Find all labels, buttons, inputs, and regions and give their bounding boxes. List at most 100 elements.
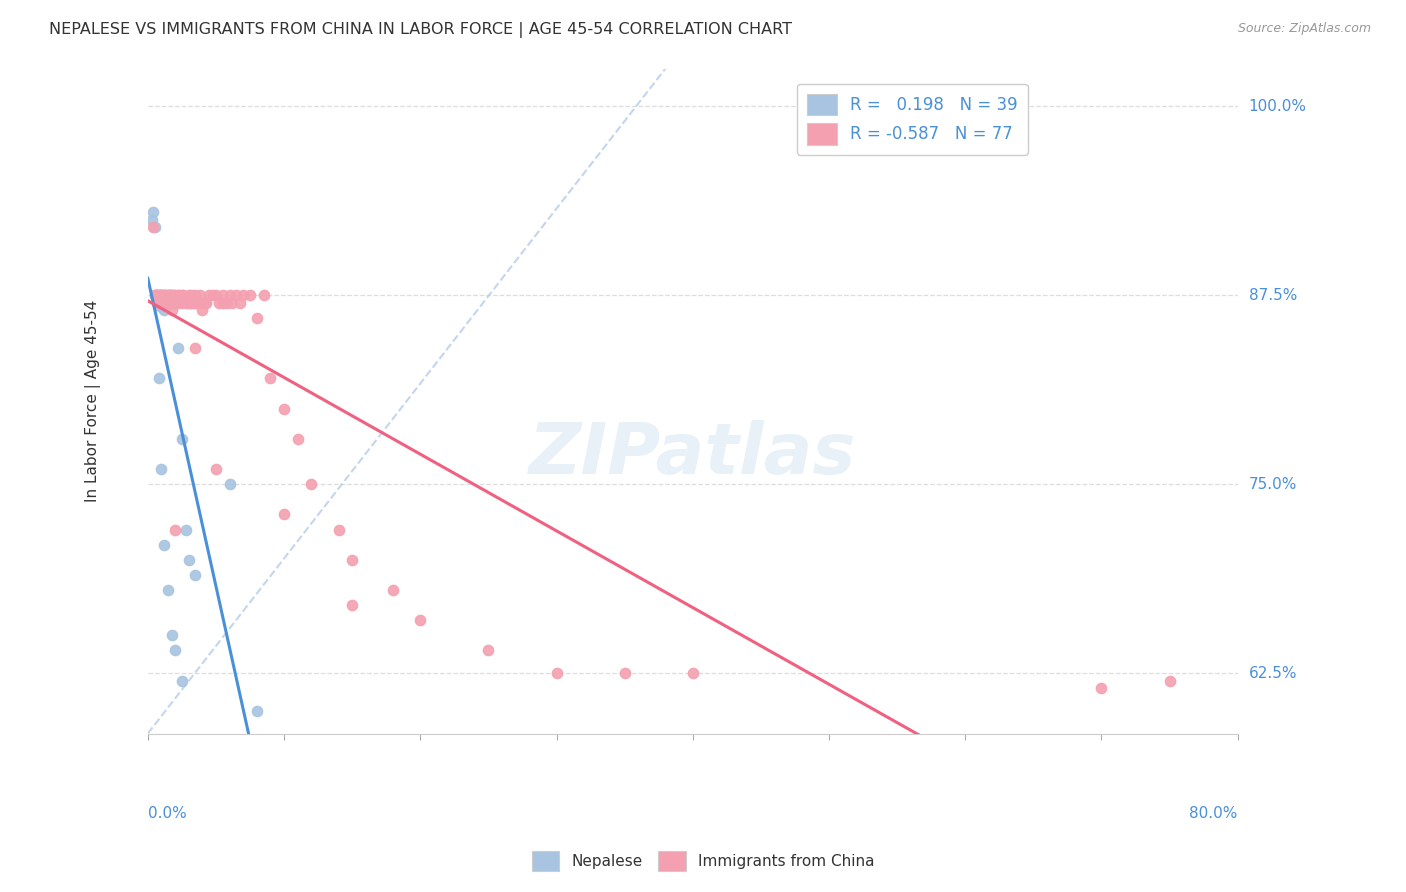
Point [163,288,186,302]
Point [170,295,193,310]
Point [205,462,228,476]
Point [232,288,254,302]
Point [287,432,309,446]
Point [184,295,207,310]
Point [148,288,170,302]
Point [148,371,170,385]
Point [218,477,240,491]
Point [259,371,281,385]
Point [148,293,170,307]
Point [186,295,208,310]
Point [211,295,233,310]
Point [1159,673,1181,688]
Point [184,567,207,582]
Point [142,205,165,219]
Point [146,288,169,302]
Point [225,288,247,302]
Point [170,432,193,446]
Point [153,288,176,302]
Point [221,295,243,310]
Point [198,288,221,302]
Point [166,341,188,355]
Legend: Nepalese, Immigrants from China: Nepalese, Immigrants from China [526,846,880,877]
Point [149,288,172,302]
Point [152,291,174,305]
Point [162,628,184,642]
Point [157,582,180,597]
Point [163,643,186,657]
Point [229,295,252,310]
Point [152,291,174,305]
Point [150,295,173,310]
Text: 100.0%: 100.0% [1249,99,1306,114]
Point [157,288,180,302]
Point [1090,681,1112,696]
Point [184,341,207,355]
Point [141,212,163,227]
Point [149,288,172,302]
Point [340,598,363,612]
Point [143,288,166,302]
Point [156,295,179,310]
Point [167,288,190,302]
Point [145,288,167,302]
Point [142,220,165,235]
Text: In Labor Force | Age 45-54: In Labor Force | Age 45-54 [86,300,101,502]
Point [166,295,188,310]
Point [163,288,186,302]
Legend: R =   0.198   N = 39, R = -0.587   N = 77: R = 0.198 N = 39, R = -0.587 N = 77 [797,84,1028,154]
Point [156,295,179,310]
Point [239,288,262,302]
Text: 87.5%: 87.5% [1249,288,1296,302]
Point [194,295,217,310]
Point [150,295,173,310]
Point [207,295,229,310]
Point [160,288,183,302]
Point [174,295,197,310]
Point [181,295,204,310]
Point [477,643,499,657]
Point [166,288,188,302]
Point [382,582,405,597]
Point [153,303,176,318]
Point [211,288,233,302]
Text: 62.5%: 62.5% [1249,665,1298,681]
Point [246,310,269,325]
Point [177,553,200,567]
Point [146,288,169,302]
Point [150,462,173,476]
Text: 80.0%: 80.0% [1189,806,1237,822]
Point [143,220,166,235]
Point [546,666,568,681]
Point [273,401,295,416]
Point [157,295,180,310]
Point [191,303,214,318]
Point [150,288,173,302]
Point [613,666,636,681]
Point [148,288,170,302]
Point [177,295,200,310]
Point [153,538,176,552]
Point [159,288,181,302]
Text: ZIPatlas: ZIPatlas [529,420,856,489]
Point [150,293,173,307]
Point [184,288,207,302]
Text: 75.0%: 75.0% [1249,476,1296,491]
Point [152,288,174,302]
Point [153,293,176,307]
Point [188,288,211,302]
Point [170,288,193,302]
Point [170,673,193,688]
Point [273,508,295,522]
Point [205,288,228,302]
Point [177,288,200,302]
Point [157,288,180,302]
Point [195,295,218,310]
Point [155,288,177,302]
Point [146,295,169,310]
Point [162,295,184,310]
Point [150,288,173,302]
Point [409,613,432,627]
Point [340,553,363,567]
Point [180,288,202,302]
